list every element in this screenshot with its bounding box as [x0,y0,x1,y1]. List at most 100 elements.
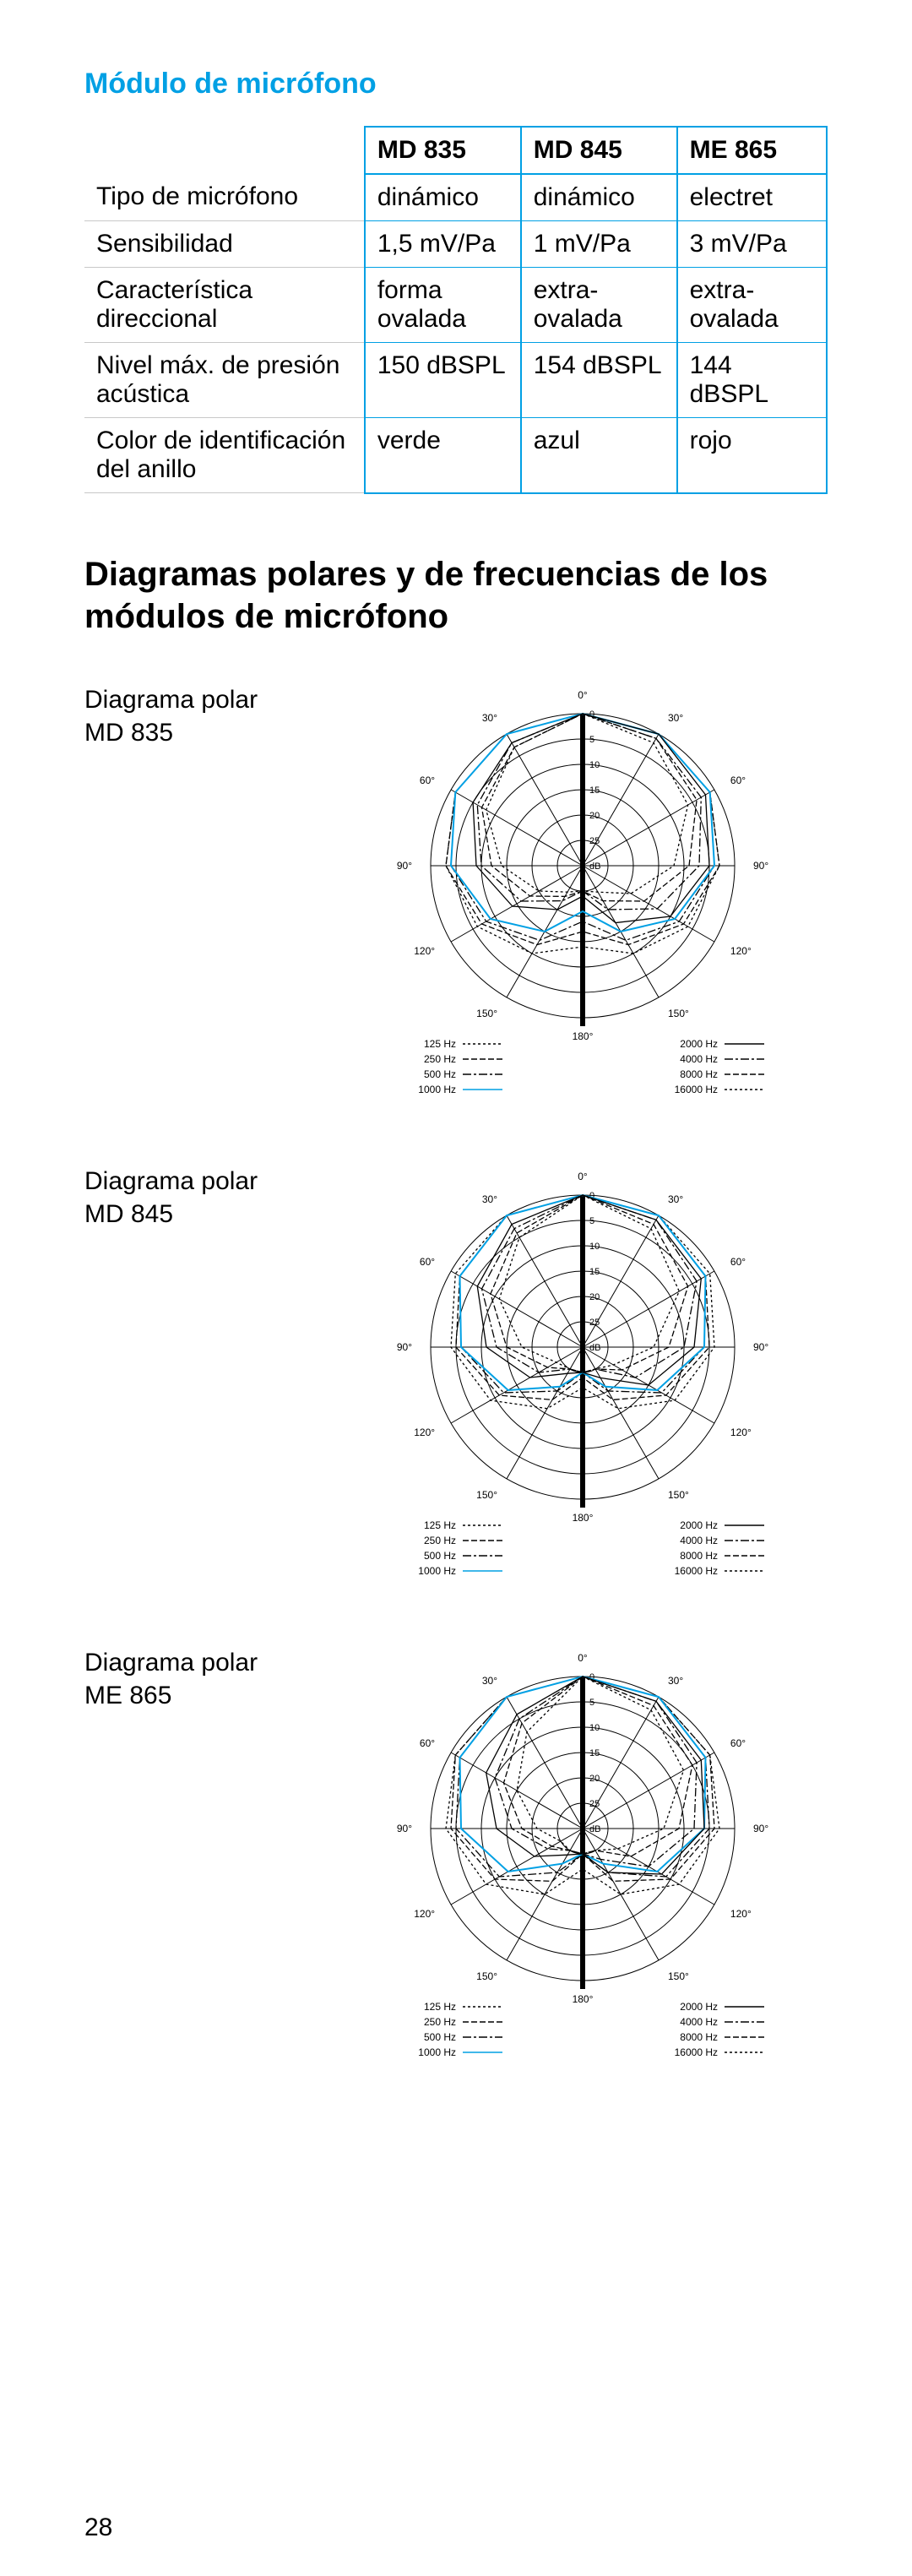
svg-text:60°: 60° [420,1737,435,1749]
table-cell: extra- ovalada [521,268,677,343]
svg-text:125 Hz: 125 Hz [424,2001,456,2013]
table-header: MD 835 [365,127,521,174]
table-cell: electret [677,174,827,221]
svg-text:5: 5 [589,1216,594,1226]
svg-text:2000 Hz: 2000 Hz [680,2001,718,2013]
svg-text:16000 Hz: 16000 Hz [675,1084,718,1095]
svg-text:0°: 0° [578,1171,588,1182]
svg-text:90°: 90° [397,1341,412,1353]
table-cell: Nivel máx. de presión acústica [84,343,365,418]
svg-text:150°: 150° [668,1488,689,1500]
svg-text:60°: 60° [730,1256,746,1268]
svg-text:dB: dB [589,1824,600,1834]
table-cell: Color de identificación del anillo [84,418,365,493]
svg-text:90°: 90° [753,860,768,872]
svg-text:125 Hz: 125 Hz [424,1519,456,1531]
svg-text:250 Hz: 250 Hz [424,2016,456,2028]
svg-text:8000 Hz: 8000 Hz [680,2031,718,2043]
svg-text:150°: 150° [476,1970,497,1981]
svg-text:120°: 120° [730,1908,752,1920]
table-cell: forma ovalada [365,268,521,343]
diagram-label: Diagrama polar MD 835 [84,680,338,749]
svg-text:180°: 180° [573,1993,594,2005]
page-number: 28 [84,2514,112,2542]
svg-text:60°: 60° [420,1256,435,1268]
svg-text:90°: 90° [397,1823,412,1834]
table-header [84,127,365,174]
svg-text:30°: 30° [482,1193,497,1205]
table-row: Característica direccional forma ovalada… [84,268,827,343]
svg-text:30°: 30° [668,712,683,724]
svg-text:5: 5 [589,1698,594,1708]
svg-text:1000 Hz: 1000 Hz [418,2046,456,2058]
table-cell: Característica direccional [84,268,365,343]
svg-text:30°: 30° [668,1193,683,1205]
svg-text:125 Hz: 125 Hz [424,1038,456,1050]
svg-text:20: 20 [589,1774,600,1784]
svg-text:2000 Hz: 2000 Hz [680,1519,718,1531]
svg-text:90°: 90° [753,1823,768,1834]
svg-text:500 Hz: 500 Hz [424,2031,456,2043]
svg-text:15: 15 [589,785,600,796]
svg-text:30°: 30° [482,1675,497,1687]
section-title: Módulo de micrófono [84,68,828,101]
svg-text:20: 20 [589,1292,600,1302]
table-cell: azul [521,418,677,493]
svg-text:10: 10 [589,1242,600,1252]
diagram-block-md845: Diagrama polar MD 845 0° 30° 60° 90° 120° 150… [84,1161,828,1609]
table-cell: dinámico [365,174,521,221]
svg-text:120°: 120° [414,1908,435,1920]
spec-table: MD 835 MD 845 ME 865 Tipo de micrófono d… [84,126,828,494]
svg-text:4000 Hz: 4000 Hz [680,1535,718,1546]
svg-text:15: 15 [589,1748,600,1758]
svg-text:60°: 60° [730,774,746,786]
svg-text:dB: dB [589,861,600,872]
svg-text:90°: 90° [397,860,412,872]
table-row: Tipo de micrófono dinámico dinámico elec… [84,174,827,221]
svg-text:150°: 150° [476,1007,497,1019]
svg-text:4000 Hz: 4000 Hz [680,2016,718,2028]
svg-text:150°: 150° [476,1488,497,1500]
table-row: Nivel máx. de presión acústica 150 dBSPL… [84,343,827,418]
diagram-label-line: MD 845 [84,1200,173,1228]
svg-text:dB: dB [589,1343,600,1353]
svg-text:20: 20 [589,811,600,821]
table-cell: verde [365,418,521,493]
svg-text:30°: 30° [668,1675,683,1687]
diagram-label-line: Diagrama polar [84,686,258,714]
table-cell: dinámico [521,174,677,221]
diagram-block-me865: Diagrama polar ME 865 0°30°60°90°120°150… [84,1643,828,2090]
svg-text:5: 5 [589,735,594,745]
svg-text:150°: 150° [668,1970,689,1981]
table-cell: 3 mV/Pa [677,221,827,268]
svg-text:10: 10 [589,760,600,770]
svg-text:25: 25 [589,836,600,846]
diagram-label-line: MD 835 [84,719,173,747]
table-cell: 154 dBSPL [521,343,677,418]
svg-text:120°: 120° [730,945,752,957]
svg-text:90°: 90° [753,1341,768,1353]
svg-text:0°: 0° [578,689,588,701]
svg-text:60°: 60° [420,774,435,786]
table-cell: Tipo de micrófono [84,174,365,221]
svg-text:60°: 60° [730,1737,746,1749]
svg-text:1000 Hz: 1000 Hz [418,1565,456,1577]
table-cell: extra- ovalada [677,268,827,343]
polar-diagram: 0°30°60°90°120°150°180°150°120°90°60°30°… [338,680,828,1128]
table-cell: Sensibilidad [84,221,365,268]
table-row: Sensibilidad 1,5 mV/Pa 1 mV/Pa 3 mV/Pa [84,221,827,268]
diagram-label: Diagrama polar MD 845 [84,1161,338,1231]
svg-text:180°: 180° [573,1512,594,1524]
svg-text:16000 Hz: 16000 Hz [675,2046,718,2058]
svg-text:25: 25 [589,1799,600,1809]
main-heading: Diagramas polares y de frecuencias de lo… [84,553,828,638]
table-cell: rojo [677,418,827,493]
svg-text:15: 15 [589,1267,600,1277]
svg-text:120°: 120° [730,1427,752,1438]
table-cell: 1 mV/Pa [521,221,677,268]
table-cell: 150 dBSPL [365,343,521,418]
svg-text:150°: 150° [668,1007,689,1019]
diagram-label-line: ME 865 [84,1682,171,1709]
diagram-label-line: Diagrama polar [84,1649,258,1677]
table-header: ME 865 [677,127,827,174]
